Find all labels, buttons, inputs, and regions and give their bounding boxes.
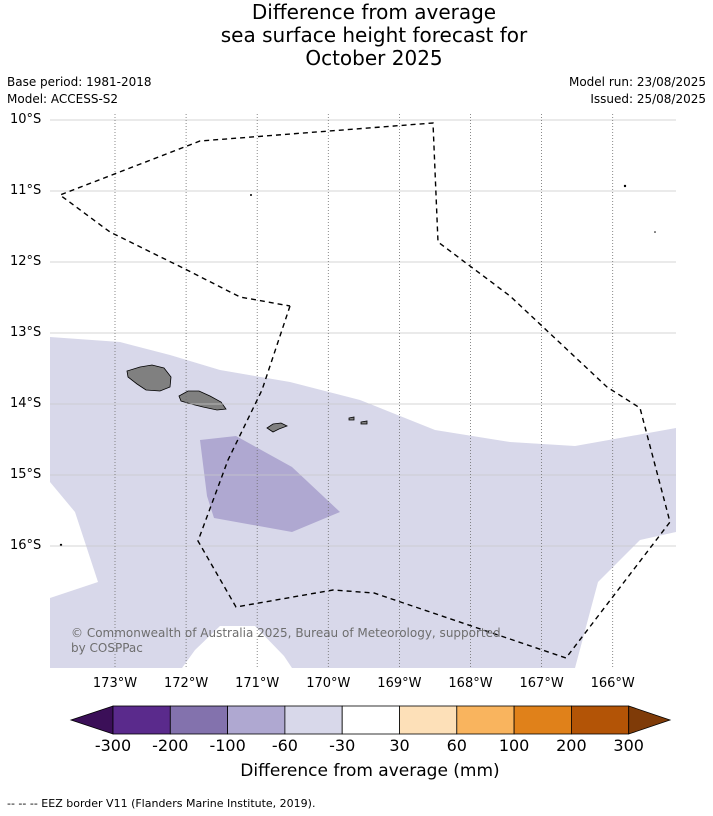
colorbar-tick-label: 60	[446, 736, 467, 755]
land-islet-3	[654, 231, 656, 233]
colorbar-cell	[284, 705, 343, 735]
model-run: Model run: 23/08/2025	[568, 75, 706, 89]
colorbar-tick-label: 30	[389, 736, 410, 755]
latitude-gridlines	[50, 119, 676, 547]
colorbar-tick-label: -200	[152, 736, 189, 755]
colorbar-cell	[456, 705, 515, 735]
colorbar-cell	[571, 705, 630, 735]
colorbar-tick-label: 200	[556, 736, 587, 755]
land-tutuila	[266, 422, 288, 433]
colorbar-extend-high	[628, 705, 672, 735]
land-manua-1	[348, 416, 355, 421]
lon-label: 172°W	[164, 676, 209, 691]
eez-legend: -- -- -- EEZ border V11 (Flanders Marine…	[7, 797, 316, 810]
lon-label: 171°W	[235, 676, 280, 691]
land-upolu	[178, 390, 227, 411]
issued-date: Issued: 25/08/2025	[590, 92, 706, 106]
lat-label: 13°S	[10, 325, 42, 340]
land-savaii	[126, 364, 172, 392]
lon-label: 167°W	[519, 676, 564, 691]
copyright-notice: © Commonwealth of Australia 2025, Bureau…	[71, 626, 501, 656]
lat-label: 10°S	[10, 112, 42, 127]
title-line-1: Difference from average	[251, 0, 497, 24]
map-title: Difference from average sea surface heig…	[0, 1, 713, 70]
colorbar-tick-label: -300	[94, 736, 132, 755]
lon-label: 166°W	[590, 676, 635, 691]
lat-label: 16°S	[10, 538, 42, 553]
colorbar-extend-low	[69, 705, 114, 735]
title-line-2: sea surface height forecast for	[220, 23, 528, 47]
lon-label: 169°W	[377, 676, 422, 691]
anomaly-region-minus60	[200, 436, 340, 532]
meta-right: Model run: 23/08/2025 Issued: 25/08/2025	[569, 74, 706, 108]
colorbar-title: Difference from average (mm)	[240, 761, 500, 781]
colorbar-cell	[341, 705, 400, 735]
land-manua-2	[360, 420, 368, 425]
colorbar-tick-label: -60	[271, 736, 298, 755]
lat-label: 14°S	[10, 396, 42, 411]
anomaly-region-minus30	[50, 337, 676, 668]
lat-label: 15°S	[10, 467, 42, 482]
colorbar-tick-label: -100	[209, 736, 246, 755]
lon-label: 173°W	[92, 676, 138, 691]
colorbar-cell	[513, 705, 572, 735]
colorbar-tick-label: 100	[498, 736, 530, 755]
colorbar	[69, 705, 672, 735]
lon-label: 168°W	[448, 676, 493, 691]
colorbar-tick-label: 300	[613, 736, 644, 755]
land-islet-1	[250, 194, 252, 196]
copyright-line-2: by COSPPac	[71, 641, 143, 655]
land-islet-2	[623, 184, 627, 188]
lon-label: 170°W	[306, 676, 351, 691]
title-line-3: October 2025	[305, 46, 443, 70]
model-name: Model: ACCESS-S2	[7, 92, 119, 106]
eez-border-west	[58, 122, 671, 659]
colorbar-cell	[399, 705, 458, 735]
meta-left: Base period: 1981-2018 Model: ACCESS-S2	[7, 74, 152, 108]
colorbar-cell	[169, 705, 229, 735]
colorbar-cell	[112, 705, 171, 735]
lat-label: 11°S	[10, 183, 42, 198]
lat-label: 12°S	[10, 254, 42, 269]
copyright-line-1: © Commonwealth of Australia 2025, Bureau…	[71, 626, 501, 640]
base-period: Base period: 1981-2018	[7, 75, 152, 89]
colorbar-tick-label: -30	[329, 736, 356, 755]
colorbar-cell	[227, 705, 286, 735]
